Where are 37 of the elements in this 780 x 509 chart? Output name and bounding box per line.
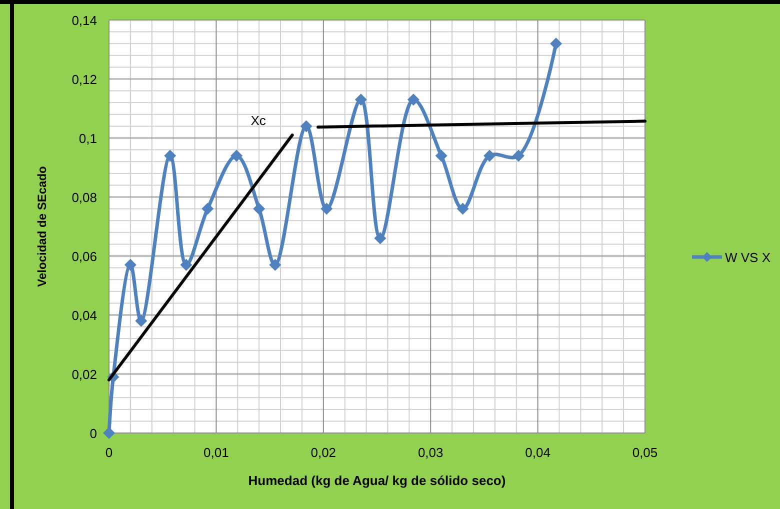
point	[124, 258, 136, 271]
x-tick-label: 0,05	[632, 445, 658, 460]
point	[374, 232, 386, 244]
point	[320, 202, 333, 215]
point	[354, 94, 367, 106]
point	[435, 150, 448, 162]
point	[456, 202, 469, 215]
y-tick-label: 0,04	[72, 308, 97, 323]
x-tick-label: 0,04	[525, 445, 550, 460]
point	[180, 258, 192, 271]
y-tick-label: 0,12	[72, 72, 97, 87]
x-tick-label: 0,02	[310, 445, 336, 460]
y-tick-label: 0,14	[72, 13, 97, 28]
point	[253, 202, 266, 215]
point	[300, 120, 312, 132]
y-tick-label: 0	[90, 426, 97, 441]
point	[512, 150, 525, 162]
x-tick-label: 0,01	[204, 445, 229, 460]
point	[484, 150, 496, 162]
point	[269, 258, 282, 271]
legend-label: W VS X	[725, 250, 771, 265]
point	[103, 427, 115, 439]
x-tick-label: 0,03	[418, 445, 444, 460]
y-tick-label: 0,1	[78, 131, 97, 146]
y-tick-label: 0,02	[72, 367, 97, 382]
x-tick-label: 0	[105, 445, 113, 460]
y-tick-label: 0,08	[72, 190, 97, 205]
y-tick-label: 0,06	[72, 249, 97, 264]
x-axis-title: Humedad (kg de Agua/ kg de sólido seco)	[248, 473, 506, 488]
annotation: Xc	[250, 113, 266, 128]
point	[230, 150, 243, 162]
point	[202, 202, 214, 215]
point	[164, 150, 176, 162]
point	[135, 314, 148, 327]
point	[550, 38, 562, 50]
y-axis-title: Velocidad de SEcado	[35, 166, 49, 287]
point	[407, 94, 420, 106]
